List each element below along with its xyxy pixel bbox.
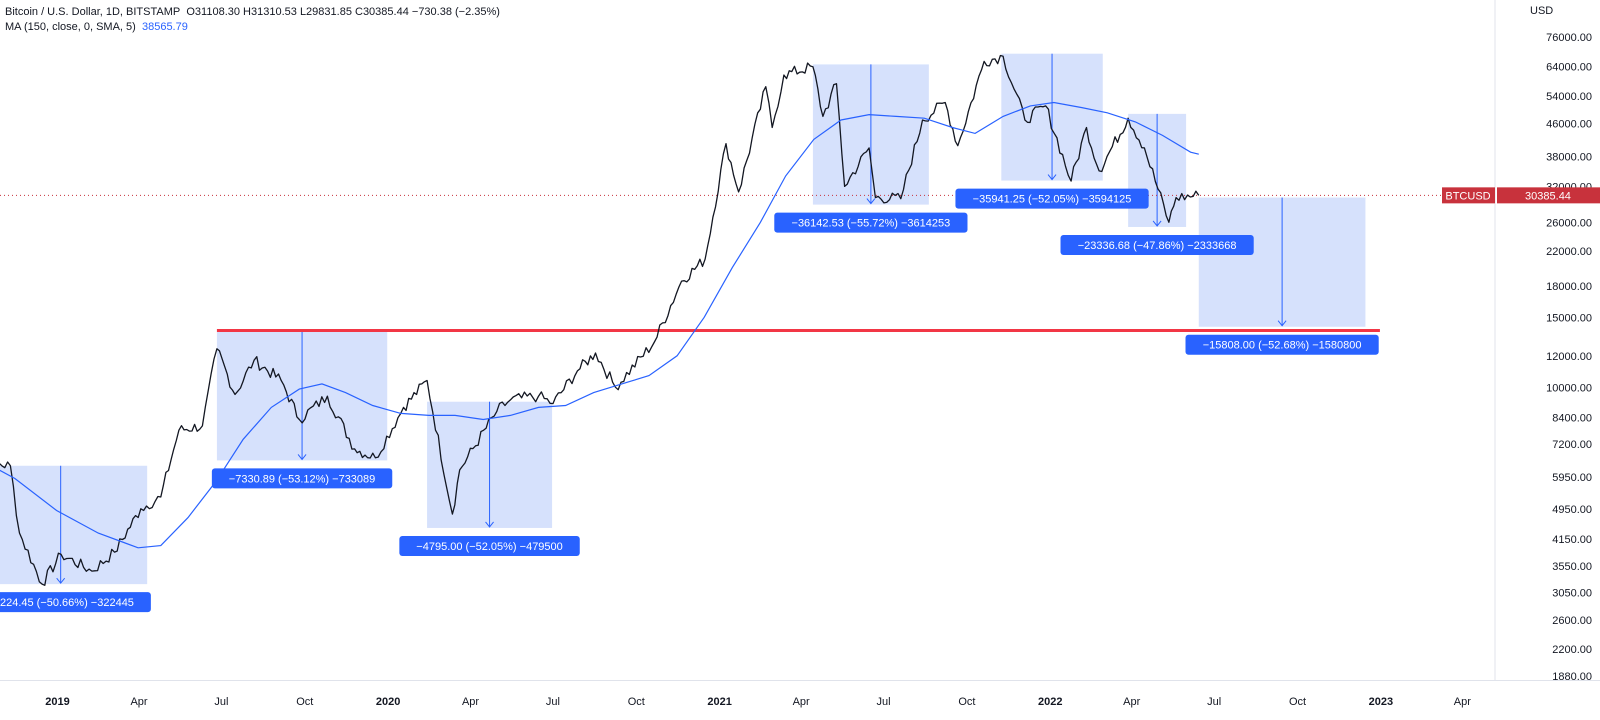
y-tick-label-14: 7200.00 — [1552, 439, 1592, 451]
measurement-label-bg-5 — [955, 188, 1149, 209]
x-tick-label-7: Jul — [546, 696, 560, 708]
measurement-arrow-head-6 — [1152, 220, 1162, 227]
y-tick-label-10: 15000.00 — [1546, 312, 1592, 324]
y-tick-label-21: 2200.00 — [1552, 644, 1592, 656]
y-tick-label-1: 76000.00 — [1546, 32, 1592, 44]
ohlc-low: L29831.85 — [299, 6, 352, 18]
x-tick-label-11: Jul — [877, 696, 891, 708]
y-tick-label-13: 8400.00 — [1552, 412, 1592, 424]
ma-indicator-value: 38565.79 — [141, 21, 188, 33]
y-tick-label-18: 3550.00 — [1552, 561, 1592, 573]
y-tick-label-3: 54000.00 — [1546, 91, 1592, 103]
measurement-arrow-head-5 — [1047, 174, 1057, 181]
x-tick-label-13: 2022 — [1038, 696, 1062, 708]
measurement-label-bg-6 — [1060, 234, 1254, 255]
measurement-arrow-head-7 — [1277, 320, 1287, 327]
y-tick-label-9: 18000.00 — [1546, 281, 1592, 293]
y-tick-label-2: 64000.00 — [1546, 62, 1592, 74]
price-tag-bg — [1497, 187, 1600, 204]
measurement-label-2: −7330.89 (−53.12%) −733089 — [229, 473, 376, 485]
y-tick-label-17: 4150.00 — [1552, 534, 1592, 546]
price-axis-bg — [1495, 0, 1600, 720]
measurement-label-1: −3224.45 (−50.66%) −322445 — [0, 597, 134, 609]
measurement-label-5: −35941.25 (−52.05%) −3594125 — [973, 194, 1132, 206]
ma-indicator-label[interactable]: MA (150, close, 0, SMA, 5) — [5, 21, 136, 33]
measurement-label-7: −15808.00 (−52.68%) −1580800 — [1203, 340, 1362, 352]
x-tick-label-16: Oct — [1289, 696, 1306, 708]
x-tick-label-3: Jul — [214, 696, 228, 708]
x-tick-label-10: Apr — [793, 696, 810, 708]
measurement-label-3: −4795.00 (−52.05%) −479500 — [416, 541, 563, 553]
y-tick-label-19: 3050.00 — [1552, 587, 1592, 599]
y-tick-label-8: 22000.00 — [1546, 246, 1592, 258]
y-tick-label-5: 38000.00 — [1546, 152, 1592, 164]
symbol-title[interactable]: Bitcoin / U.S. Dollar, 1D, BITSTAMP — [5, 6, 181, 18]
measurement-label-bg-1 — [0, 592, 151, 613]
x-tick-label-1: 2019 — [45, 696, 69, 708]
measurement-label-bg-7 — [1185, 334, 1379, 355]
measurement-label-bg-3 — [399, 535, 580, 556]
x-tick-label-12: Oct — [958, 696, 975, 708]
y-tick-label-15: 5950.00 — [1552, 472, 1592, 484]
ohlc-change: −730.38 (−2.35%) — [411, 6, 500, 18]
y-tick-label-16: 4950.00 — [1552, 504, 1592, 516]
x-tick-label-6: Apr — [462, 696, 479, 708]
price-series-line — [0, 54, 1200, 586]
ohlc-open: O31108.30 — [186, 6, 240, 18]
measurement-label-layer: −3224.45 (−50.66%) −322445 −7330.89 (−53.… — [0, 188, 1379, 613]
symbol-tag-bg — [1442, 187, 1495, 204]
x-tick-label-14: Apr — [1123, 696, 1140, 708]
currency-label: USD — [1530, 5, 1553, 17]
measurement-label-6: −23336.68 (−47.86%) −2333668 — [1078, 240, 1237, 252]
ohlc-high: H31310.53 — [243, 6, 297, 18]
y-tick-label-20: 2600.00 — [1552, 615, 1592, 627]
measurement-arrow-head-2 — [297, 454, 307, 461]
x-tick-label-2: Apr — [130, 696, 147, 708]
x-tick-label-17: 2023 — [1369, 696, 1393, 708]
symbol-header: Bitcoin / U.S. Dollar, 1D, BITSTAMP O311… — [5, 6, 500, 18]
y-tick-label-12: 10000.00 — [1546, 382, 1592, 394]
measurement-arrow-head-3 — [485, 521, 494, 528]
ma-line-layer — [0, 101, 1199, 549]
x-tick-label-18: Apr — [1454, 696, 1471, 708]
x-tick-label-4: Oct — [296, 696, 313, 708]
time-axis-bg — [0, 680, 1600, 720]
measurement-label-bg-4 — [774, 212, 968, 233]
ohlc-close: C30385.44 — [355, 6, 409, 18]
x-tick-label-8: Oct — [628, 696, 645, 708]
measurement-layer — [0, 53, 1366, 585]
y-tick-label-11: 12000.00 — [1546, 351, 1592, 363]
measurement-label-bg-2 — [211, 468, 393, 489]
y-tick-label-7: 26000.00 — [1546, 217, 1592, 229]
support-line-layer — [0, 194, 1495, 332]
y-tick-label-4: 46000.00 — [1546, 119, 1592, 131]
measurement-arrow-head-4 — [866, 198, 876, 205]
measurement-label-4: −36142.53 (−55.72%) −3614253 — [792, 218, 951, 230]
x-tick-label-9: 2021 — [707, 696, 731, 708]
price-series-layer — [0, 54, 1200, 586]
x-tick-label-15: Jul — [1207, 696, 1221, 708]
symbol-tag-label: BTCUSD — [1445, 190, 1490, 202]
x-tick-label-5: 2020 — [376, 696, 400, 708]
indicator-header: MA (150, close, 0, SMA, 5) 38565.79 — [5, 21, 188, 33]
measurement-arrow-head-1 — [56, 577, 66, 584]
price-tag-value: 30385.44 — [1525, 190, 1571, 202]
ma-line — [0, 101, 1199, 549]
